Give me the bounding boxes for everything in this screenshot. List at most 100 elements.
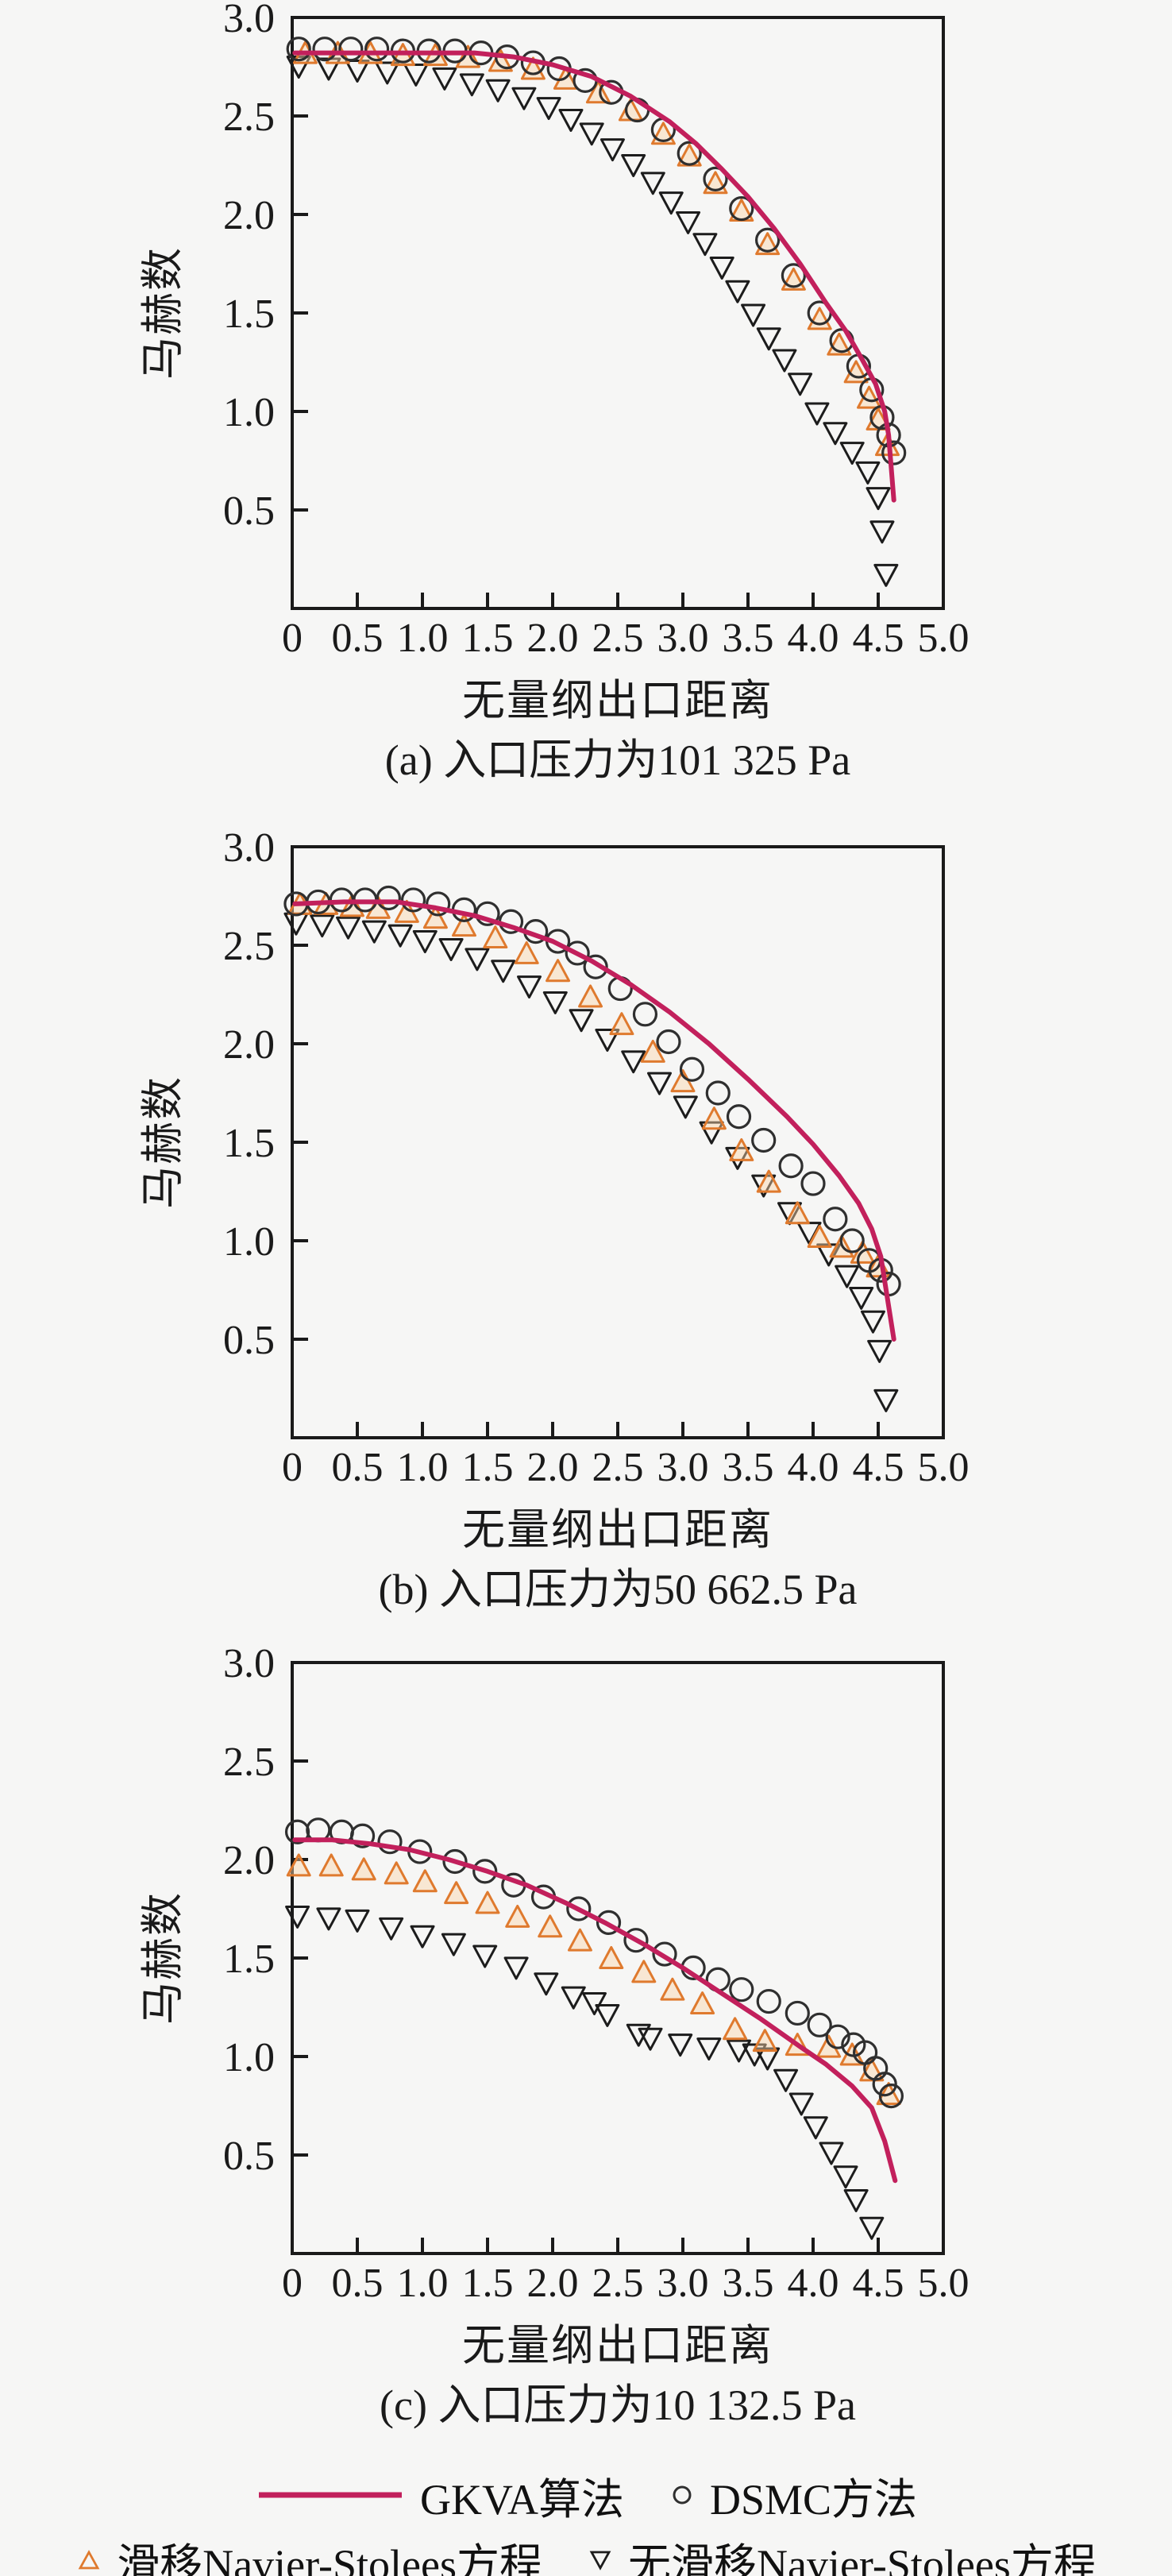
y-tick-label: 2.0 xyxy=(223,193,275,238)
data-point xyxy=(833,2165,858,2189)
data-point xyxy=(872,2072,897,2097)
y-tick-label: 2.5 xyxy=(223,1740,275,1785)
data-point xyxy=(375,61,400,85)
data-point xyxy=(585,80,611,104)
data-point xyxy=(599,138,625,162)
data-point xyxy=(754,227,781,253)
data-point xyxy=(579,122,604,146)
data-point xyxy=(336,916,361,940)
data-point xyxy=(839,1228,865,1253)
data-point xyxy=(451,913,476,937)
data-point xyxy=(403,63,429,87)
legend-label-slip-ns: 滑移Navier-Stolees方程 xyxy=(117,2540,542,2576)
plot-area-c: 0 0.5 1.0 1.5 2.0 2.5 3.0 3.5 4.0 4.5 5.0 3.0 2.5 2.0… xyxy=(223,1645,970,2306)
data-point xyxy=(785,1201,810,1225)
y-axis-title: 马赫数 xyxy=(139,246,187,380)
x-tick-label: 3.5 xyxy=(723,2261,774,2306)
data-point xyxy=(825,2024,850,2049)
series-noslip xyxy=(286,56,899,587)
x-tick-label: 4.0 xyxy=(788,1445,839,1490)
data-point xyxy=(843,2189,869,2213)
data-point xyxy=(472,1859,498,1884)
data-point xyxy=(583,954,608,979)
data-point xyxy=(558,108,584,132)
data-point xyxy=(859,2216,885,2240)
data-point xyxy=(823,422,848,446)
data-point xyxy=(696,2037,722,2061)
x-tick-label: 4.5 xyxy=(853,616,904,661)
data-point xyxy=(869,520,895,544)
data-point xyxy=(673,1095,698,1119)
data-point xyxy=(781,263,807,288)
x-tick-label: 0 xyxy=(282,616,303,661)
data-point xyxy=(658,191,684,215)
data-point xyxy=(377,1829,403,1855)
data-point xyxy=(338,37,364,62)
legend: GKVA算法 DSMC方法 滑移Navier-Stolees方程 无滑移N xyxy=(0,2435,1172,2576)
x-tick-label: 3.5 xyxy=(723,1445,774,1490)
data-point xyxy=(503,1956,529,1980)
data-point xyxy=(860,1310,885,1334)
data-point xyxy=(727,2039,752,2063)
data-point xyxy=(472,1945,498,1968)
legend-item-noslip-ns: 无滑移Navier-Stolees方程 xyxy=(587,2529,1097,2576)
x-tick-label: 3.0 xyxy=(657,1445,709,1490)
data-point xyxy=(514,940,539,964)
data-point xyxy=(621,154,646,178)
data-point xyxy=(567,1928,592,1952)
data-point xyxy=(432,67,457,91)
subplot-b-caption: (b) 入口压力为50 662.5 Pa xyxy=(378,1566,858,1613)
x-axis-title: 无量纲出口距离 xyxy=(462,1506,773,1554)
data-point xyxy=(772,349,797,373)
data-point xyxy=(442,1848,468,1875)
data-point xyxy=(807,2012,832,2037)
data-point xyxy=(807,307,832,330)
data-point xyxy=(441,1933,466,1956)
y-tick-label: 1.0 xyxy=(223,2035,275,2080)
data-point xyxy=(751,1127,777,1153)
x-tick-label: 5.0 xyxy=(918,616,970,661)
data-point xyxy=(286,1853,311,1877)
data-point xyxy=(345,1909,370,1933)
y-tick-label: 2.0 xyxy=(223,1022,275,1068)
data-point xyxy=(536,97,561,121)
x-tick-label: 2.5 xyxy=(592,616,644,661)
triangle-up-icon xyxy=(78,2550,100,2570)
data-point xyxy=(849,1286,874,1310)
data-point xyxy=(465,948,490,971)
data-point xyxy=(626,2023,651,2047)
data-point xyxy=(755,2047,781,2071)
data-point xyxy=(756,1169,781,1193)
y-tick-label: 0.5 xyxy=(223,1318,275,1363)
series-dsmc xyxy=(284,1817,904,2109)
subplot-a-caption: (a) 入口压力为101 325 Pa xyxy=(384,736,851,784)
y-tick-label: 1.5 xyxy=(223,1937,275,1982)
data-point xyxy=(596,1910,622,1935)
x-tick-label: 1.5 xyxy=(462,1445,514,1490)
data-point xyxy=(631,1960,657,1983)
subplot-c: 0 0.5 1.0 1.5 2.0 2.5 3.0 3.5 4.0 4.5 5.0 3.0 2.5 2.0… xyxy=(0,1645,1172,2435)
data-point xyxy=(286,37,311,62)
series-dsmc xyxy=(283,885,901,1297)
legend-label-dsmc: DSMC方法 xyxy=(709,2475,918,2524)
data-point xyxy=(705,1080,731,1106)
data-point xyxy=(412,1869,438,1893)
data-point xyxy=(725,280,750,303)
data-point xyxy=(756,327,781,351)
data-point xyxy=(283,912,309,936)
data-point xyxy=(475,901,500,926)
data-point xyxy=(361,920,387,944)
series-slip xyxy=(286,1853,901,2106)
data-point xyxy=(677,141,702,166)
y-tick-label: 2.0 xyxy=(223,1838,275,1883)
data-point xyxy=(438,937,464,961)
y-tick-label: 3.0 xyxy=(223,1645,275,1686)
data-point xyxy=(729,195,754,222)
data-point xyxy=(491,960,516,983)
x-tick-label: 2.0 xyxy=(527,1445,579,1490)
data-point xyxy=(422,906,448,929)
data-point xyxy=(690,1991,715,2015)
data-point xyxy=(741,303,766,327)
x-tick-label: 3.5 xyxy=(723,616,774,661)
data-point xyxy=(646,1072,672,1095)
